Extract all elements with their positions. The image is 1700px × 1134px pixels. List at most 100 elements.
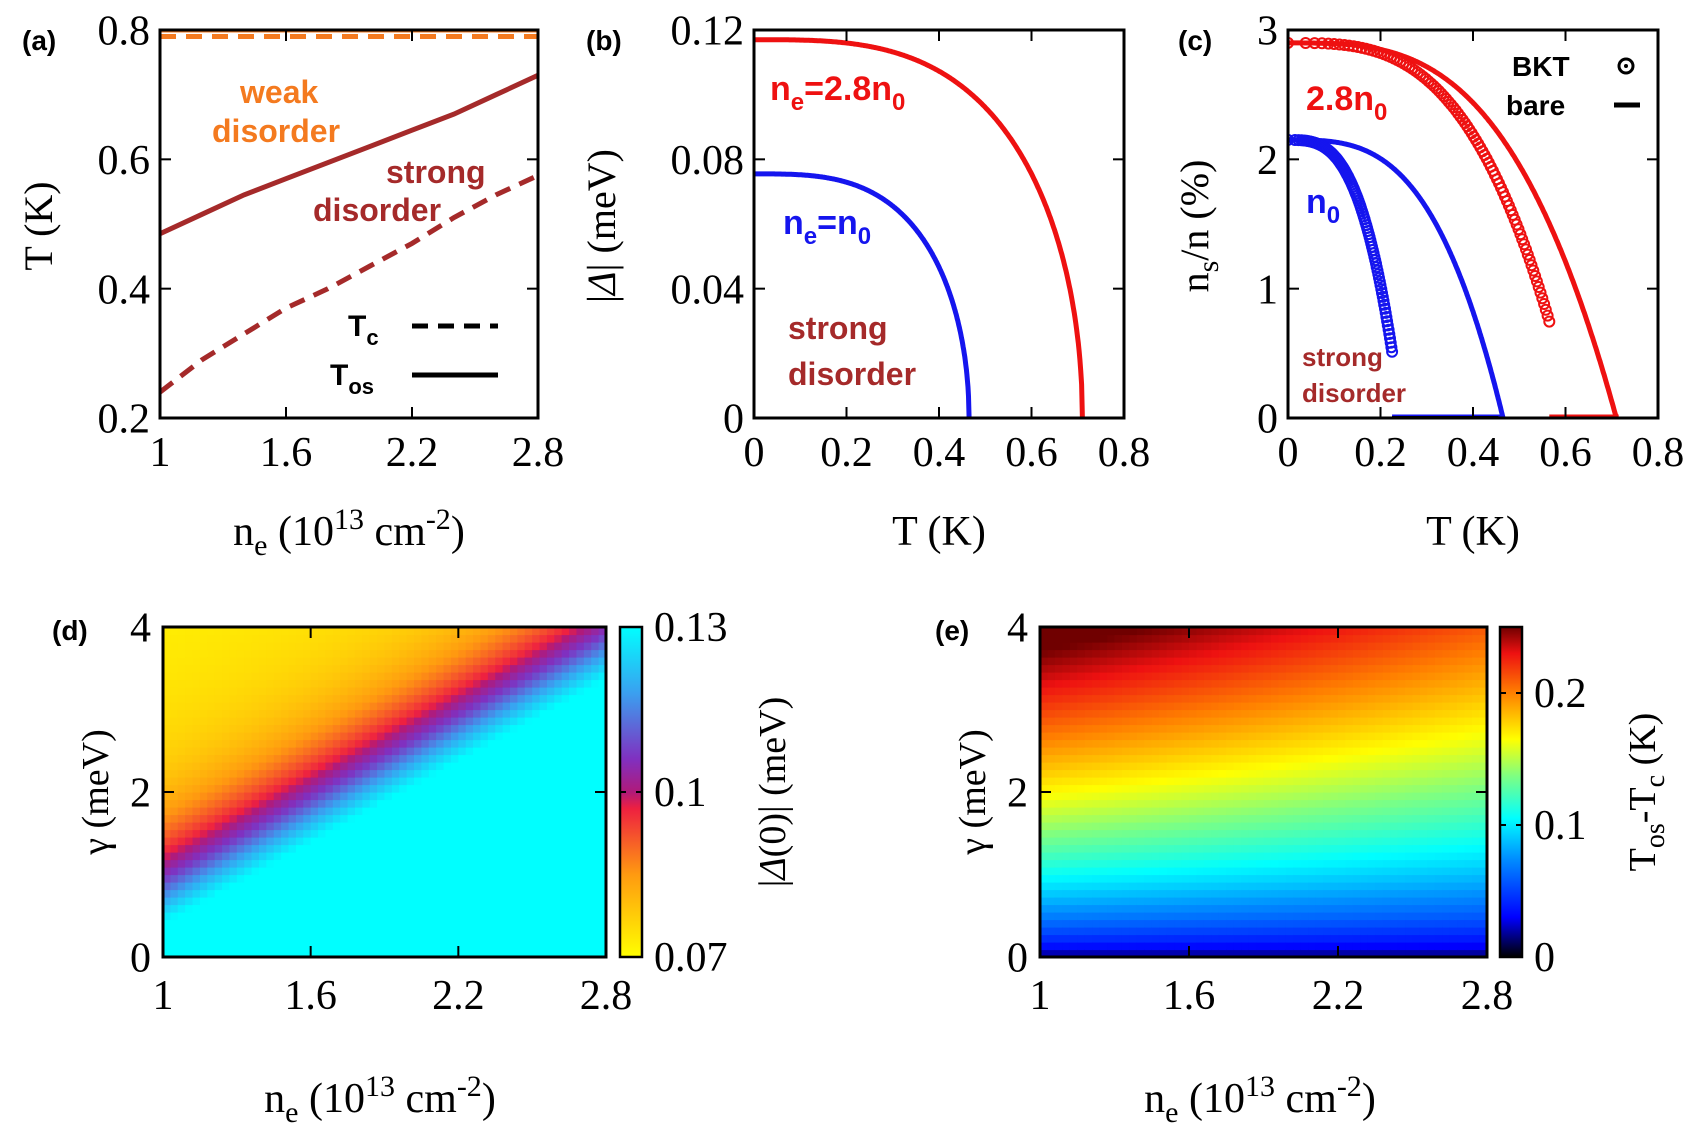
panel-e-heatmap-cell bbox=[1285, 724, 1294, 733]
panel-e-heatmap-cell bbox=[1092, 882, 1101, 891]
panel-e-heatmap-cell bbox=[1323, 739, 1332, 748]
panel-d-heatmap-cell bbox=[539, 649, 548, 658]
panel-d-heatmap-cell bbox=[222, 942, 231, 951]
panel-e-heatmap-cell bbox=[1345, 949, 1354, 958]
panel-e-heatmap-cell bbox=[1338, 904, 1347, 913]
panel-e-heatmap-cell bbox=[1166, 807, 1175, 816]
panel-d-heatmap-cell bbox=[354, 724, 363, 733]
panel-d-heatmap-cell bbox=[546, 627, 555, 636]
panel-d-heatmap-cell bbox=[214, 807, 223, 816]
panel-d-heatmap-cell bbox=[347, 627, 356, 636]
panel-e-heatmap-cell bbox=[1181, 627, 1190, 636]
panel-d-heatmap-cell bbox=[199, 687, 208, 696]
panel-e-heatmap-cell bbox=[1047, 829, 1056, 838]
panel-d-heatmap-cell bbox=[347, 717, 356, 726]
panel-d-heatmap-cell bbox=[318, 904, 327, 913]
panel-e-heatmap-cell bbox=[1241, 762, 1250, 771]
panel-d-heatmap-cell bbox=[258, 739, 267, 748]
panel-d-heatmap-cell bbox=[554, 874, 563, 883]
panel-e-heatmap-cell bbox=[1084, 807, 1093, 816]
panel-d-heatmap-cell bbox=[377, 814, 386, 823]
panel-e-heatmap-cell bbox=[1218, 627, 1227, 636]
panel-d-heatmap-cell bbox=[369, 687, 378, 696]
panel-e-heatmap-cell bbox=[1069, 844, 1078, 853]
panel-e-heatmap-cell bbox=[1375, 724, 1384, 733]
panel-d-heatmap-cell bbox=[318, 792, 327, 801]
panel-d-heatmap-cell bbox=[377, 732, 386, 741]
panel-d-heatmap-cell bbox=[569, 799, 578, 808]
panel-e-heatmap-cell bbox=[1136, 949, 1145, 958]
panel-b: (b) 0 0.2 0.4 0.6 0.800.040.080.12 |Δ| (meV)… bbox=[579, 9, 1150, 555]
panel-d-heatmap-cell bbox=[318, 799, 327, 808]
panel-e-heatmap-cell bbox=[1300, 739, 1309, 748]
panel-d-heatmap-cell bbox=[539, 642, 548, 651]
panel-d-heatmap-cell bbox=[465, 642, 474, 651]
panel-e-heatmap-cell bbox=[1136, 897, 1145, 906]
panel-d-heatmap-cell bbox=[244, 874, 253, 883]
panel-d-heatmap-cell bbox=[347, 912, 356, 921]
panel-d-heatmap-cell bbox=[295, 919, 304, 928]
panel-e-heatmap-cell bbox=[1062, 664, 1071, 673]
panel-d-heatmap-cell bbox=[347, 799, 356, 808]
panel-d-heatmap-cell bbox=[458, 822, 467, 831]
panel-e-heatmap-cell bbox=[1203, 919, 1212, 928]
panel-e-heatmap-cell bbox=[1218, 904, 1227, 913]
panel-d-heatmap-cell bbox=[222, 792, 231, 801]
panel-d-heatmap-cell bbox=[450, 949, 459, 958]
panel-d-heatmap-cell bbox=[583, 762, 592, 771]
panel-e-heatmap-cell bbox=[1151, 852, 1160, 861]
panel-d-heatmap-cell bbox=[258, 949, 267, 958]
panel-e-heatmap-cell bbox=[1151, 942, 1160, 951]
panel-d-heatmap-cell bbox=[465, 867, 474, 876]
panel-e-heatmap-cell bbox=[1084, 874, 1093, 883]
panel-c-bkt-point bbox=[1541, 309, 1554, 322]
panel-d-heatmap-cell bbox=[561, 642, 570, 651]
panel-e-heatmap-cell bbox=[1338, 792, 1347, 801]
panel-e-heatmap-cell bbox=[1099, 882, 1108, 891]
panel-d-heatmap-cell bbox=[576, 717, 585, 726]
panel-d-heatmap-cell bbox=[222, 867, 231, 876]
panel-e-heatmap-cell bbox=[1308, 807, 1317, 816]
panel-d-heatmap-cell bbox=[303, 709, 312, 718]
panel-d-heatmap-cell bbox=[325, 709, 334, 718]
panel-d-heatmap-cell bbox=[325, 807, 334, 816]
panel-d-heatmap-cell bbox=[229, 807, 238, 816]
panel-d-heatmap-cell bbox=[406, 814, 415, 823]
panel-d-heatmap-cell bbox=[244, 739, 253, 748]
panel-d-heatmap-cell bbox=[487, 762, 496, 771]
panel-d-heatmap-cell bbox=[561, 694, 570, 703]
panel-e-heatmap-cell bbox=[1211, 934, 1220, 943]
panel-e-heatmap-cell bbox=[1047, 627, 1056, 636]
panel-d-heatmap-cell bbox=[487, 859, 496, 868]
panel-d-heatmap-cell bbox=[517, 664, 526, 673]
panel-e-heatmap-cell bbox=[1300, 867, 1309, 876]
panel-e-heatmap-cell bbox=[1218, 897, 1227, 906]
panel-d-heatmap-cell bbox=[177, 814, 186, 823]
panel-d-heatmap-cell bbox=[214, 634, 223, 643]
panel-d-heatmap-cell bbox=[465, 657, 474, 666]
panel-d-heatmap-cell bbox=[524, 867, 533, 876]
panel-e-heatmap-cell bbox=[1159, 904, 1168, 913]
panel-e-heatmap-cell bbox=[1107, 672, 1116, 681]
panel-d-heatmap-cell bbox=[347, 747, 356, 756]
panel-e-heatmap-cell bbox=[1315, 919, 1324, 928]
panel-d-heatmap-cell bbox=[244, 709, 253, 718]
panel-d-heatmap-cell bbox=[273, 799, 282, 808]
panel-e-heatmap-cell bbox=[1285, 717, 1294, 726]
panel-d-heatmap-cell bbox=[517, 709, 526, 718]
panel-e-heatmap-cell bbox=[1196, 657, 1205, 666]
panel-d-heatmap-cell bbox=[436, 792, 445, 801]
panel-d-heatmap-cell bbox=[170, 904, 179, 913]
panel-d-heatmap-cell bbox=[428, 837, 437, 846]
panel-c-bkt-point bbox=[1543, 315, 1556, 328]
panel-d-heatmap-cell bbox=[384, 942, 393, 951]
panel-d-heatmap-cell bbox=[406, 762, 415, 771]
panel-e-heatmap-cell bbox=[1196, 942, 1205, 951]
panel-e-heatmap-cell bbox=[1144, 762, 1153, 771]
panel-e-heatmap-cell bbox=[1263, 799, 1272, 808]
panel-e-heatmap-cell bbox=[1278, 882, 1287, 891]
panel-e-heatmap-cell bbox=[1099, 702, 1108, 711]
panel-e-heatmap-cell bbox=[1069, 687, 1078, 696]
panel-d-heatmap-cell bbox=[495, 784, 504, 793]
panel-e-heatmap-cell bbox=[1285, 694, 1294, 703]
